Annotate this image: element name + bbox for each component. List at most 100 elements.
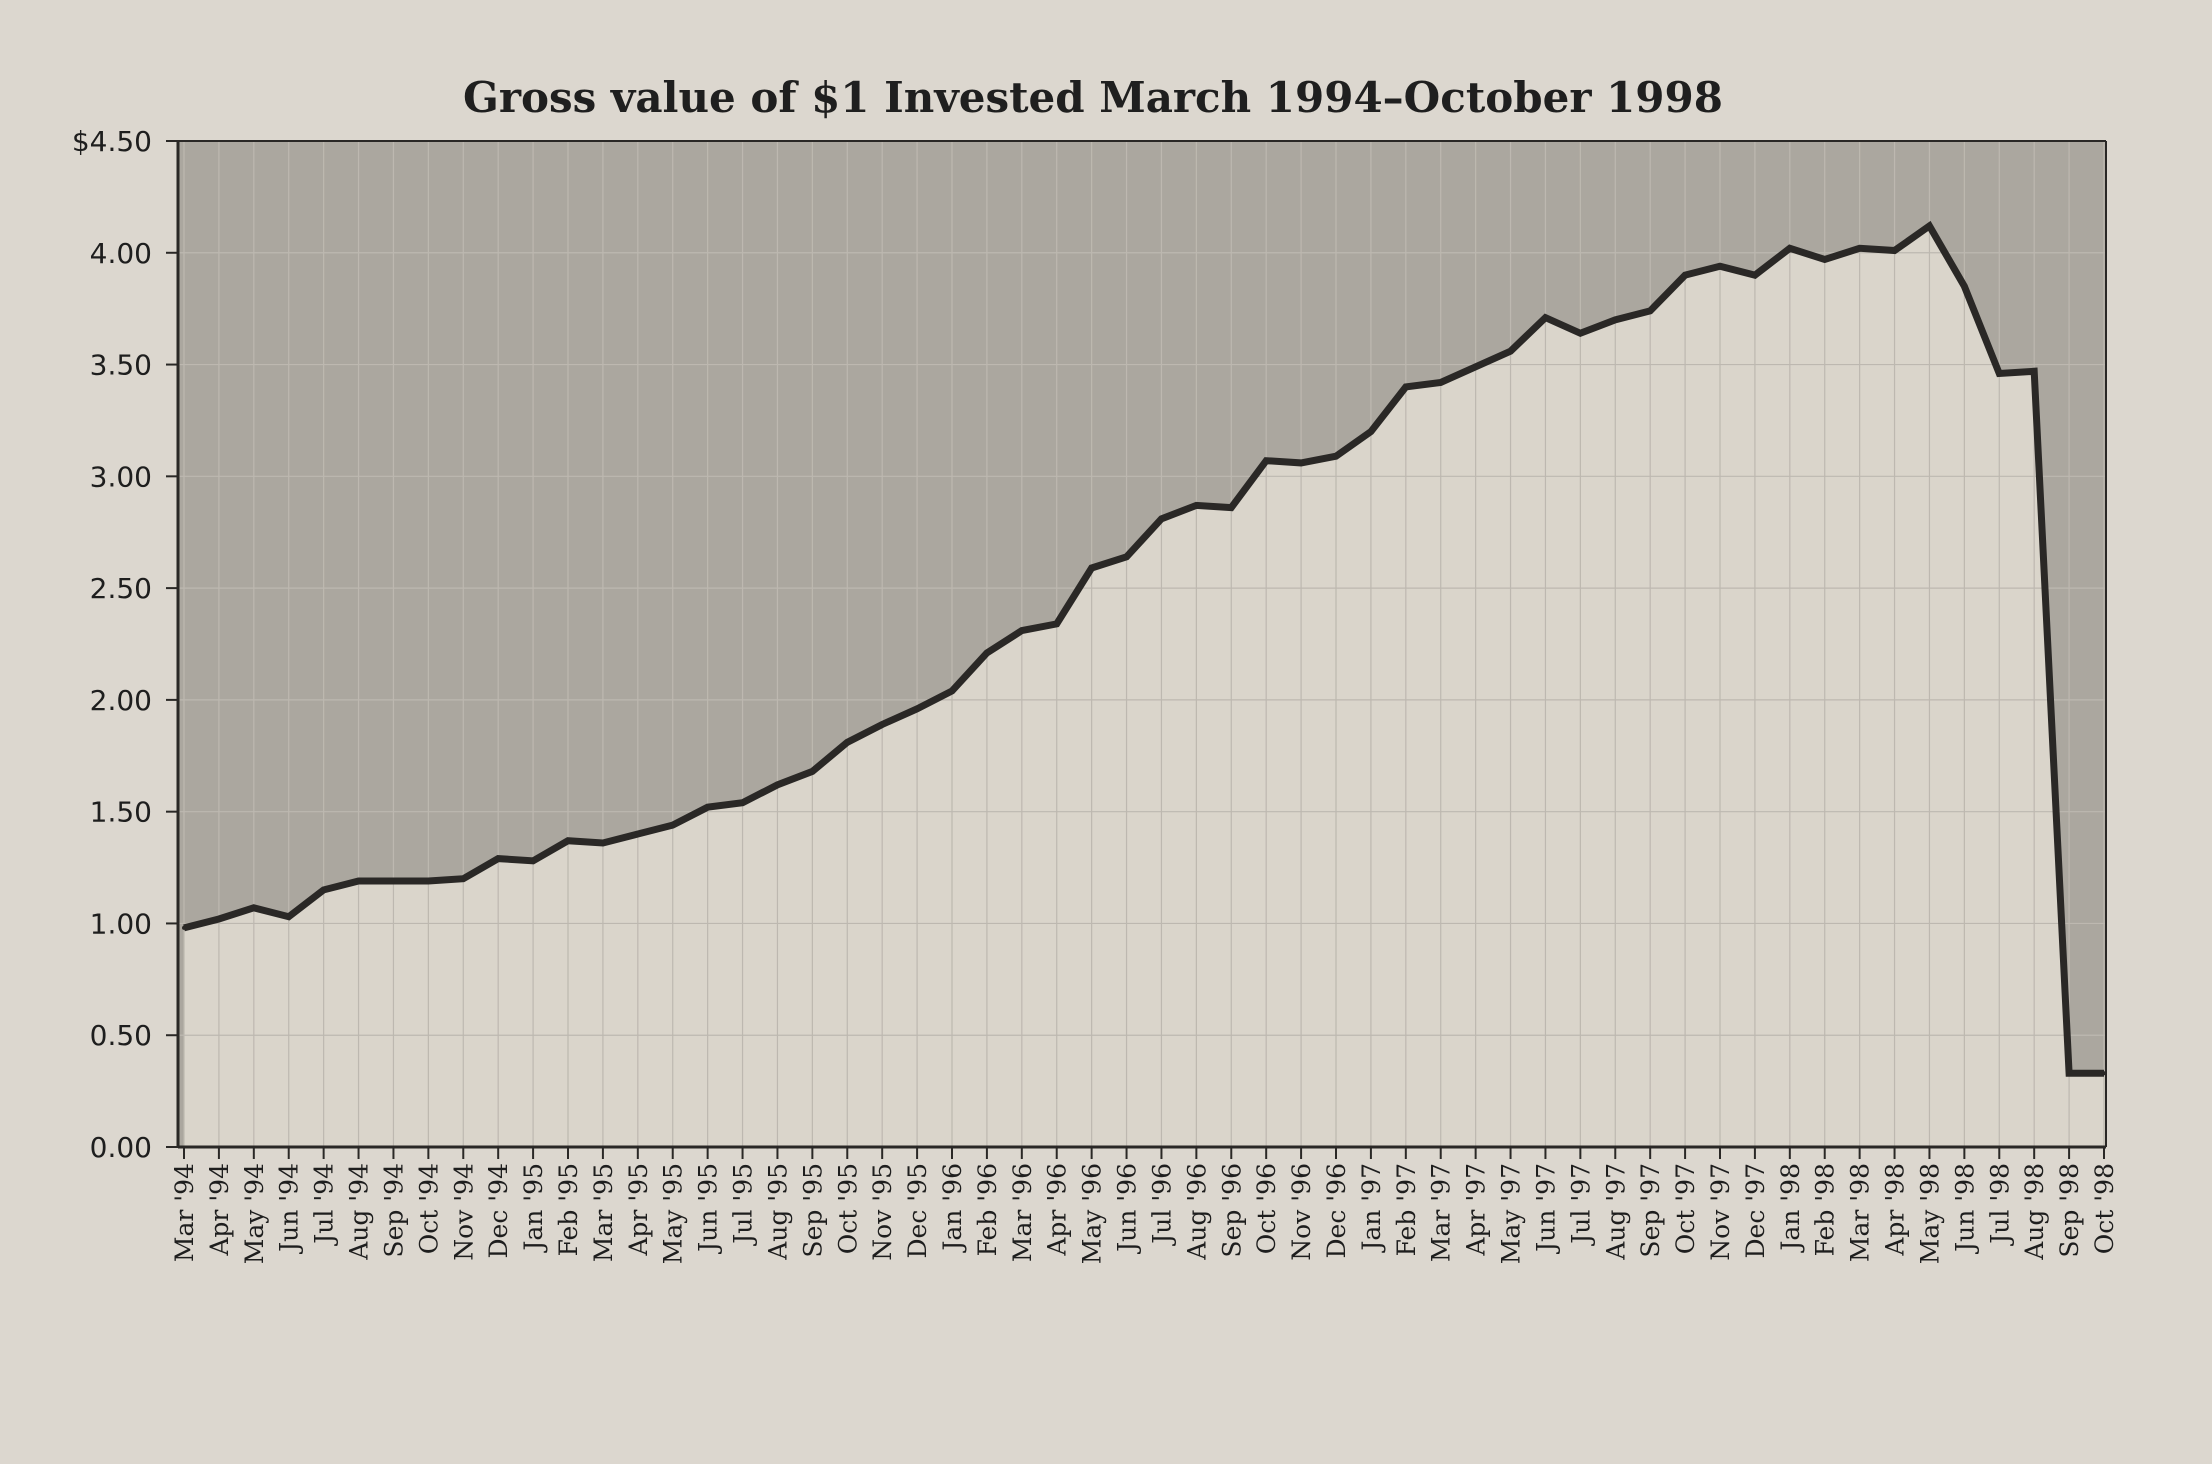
x-tick-label: Feb '98 [1811,1163,1840,1256]
data-point [216,916,221,921]
x-tick-label: Aug '97 [1601,1163,1630,1261]
y-tick-label: 0.50 [90,1019,152,1052]
x-tick-label: May '95 [659,1163,688,1264]
data-point [1159,516,1164,521]
data-point [984,650,989,655]
data-point [635,832,640,837]
data-point [2032,369,2037,374]
data-point [1368,429,1373,434]
data-point [566,838,570,843]
x-tick-label: Jun '95 [694,1163,723,1255]
data-point [1438,380,1443,385]
y-tick-label: 0.00 [90,1131,152,1164]
data-point [1578,331,1583,336]
x-tick-label: Feb '96 [973,1163,1002,1256]
x-tick-label: Dec '96 [1322,1163,1351,1258]
data-point [880,722,885,727]
data-point [182,925,186,930]
data-point [740,800,745,805]
data-point [810,769,815,774]
x-tick-label: Jan '97 [1357,1163,1386,1254]
y-tick-label: 3.50 [90,349,152,382]
x-tick-label: Sep '95 [798,1163,827,1258]
data-point [1752,273,1757,278]
x-tick-label: Apr '98 [1881,1163,1910,1257]
data-point [1229,505,1234,510]
data-point [251,905,256,910]
x-tick-label: Apr '95 [624,1163,653,1257]
x-tick-label: Apr '96 [1043,1163,1072,1257]
x-tick-label: Nov '95 [868,1163,897,1261]
y-tick-label: 4.00 [90,237,152,270]
data-point [1857,246,1862,251]
y-tick-label: 2.00 [90,684,152,717]
data-point [1334,454,1338,459]
data-point [845,740,850,745]
y-tick-label: 2.50 [90,572,152,605]
x-tick-label: Aug '94 [345,1163,374,1261]
data-point [356,878,361,883]
data-point [670,823,675,828]
data-point [1264,458,1269,463]
x-tick-label: Mar '98 [1846,1163,1875,1262]
data-point [1787,246,1792,251]
x-tick-label: Oct '97 [1671,1163,1700,1254]
data-point [1473,364,1478,369]
x-tick-label: May '96 [1078,1163,1107,1264]
data-point [1718,264,1722,269]
data-point [1403,384,1408,389]
x-tick-label: Aug '96 [1182,1163,1211,1261]
y-tick-label: $4.50 [72,125,152,158]
data-point [775,782,780,787]
data-point [496,856,501,861]
x-tick-label: Nov '97 [1706,1163,1735,1261]
x-tick-label: Jun '97 [1531,1163,1560,1255]
x-tick-label: Apr '94 [205,1163,234,1257]
data-point [1648,308,1653,313]
x-tick-label: Jan '96 [938,1163,967,1254]
data-point [1822,257,1827,262]
data-point [1299,460,1304,465]
x-tick-label: Jun '96 [1113,1163,1142,1255]
data-point [1927,223,1932,228]
x-tick-label: Oct '96 [1252,1163,1281,1254]
data-point [950,688,954,693]
series-line [183,220,2104,1077]
data-point [1054,621,1059,626]
data-point [915,706,920,711]
x-tick-label: Jul '94 [310,1163,339,1247]
area-below-line [184,225,2106,1147]
x-tick-label: Jan '95 [519,1163,548,1254]
data-point [1613,317,1618,322]
x-tick-label: Jun '98 [1950,1163,1979,1255]
x-tick-label: Aug '98 [2020,1163,2049,1261]
x-tick-label: Jul '96 [1147,1163,1176,1247]
x-tick-label: Jun '94 [275,1163,304,1255]
data-point [1019,628,1024,633]
x-tick-label: Apr '97 [1462,1163,1491,1257]
data-point [1997,371,2002,376]
data-point [321,887,326,892]
y-tick-label: 3.00 [90,460,152,493]
data-point [1892,248,1897,253]
data-point [391,878,396,883]
data-point [1543,315,1548,320]
x-tick-label: Mar '96 [1008,1163,1037,1262]
data-point [426,878,431,883]
x-tick-label: Sep '97 [1636,1163,1665,1258]
x-tick-label: Oct '98 [2090,1163,2119,1254]
x-tick-label: Aug '95 [763,1163,792,1261]
data-point [461,876,466,881]
x-tick-label: Oct '95 [833,1163,862,1254]
data-point [1508,349,1513,354]
data-point [2067,1071,2072,1076]
x-tick-label: Nov '96 [1287,1163,1316,1261]
x-tick-label: Feb '95 [554,1163,583,1256]
y-tick-label: 1.00 [90,907,152,940]
data-point [1124,554,1129,559]
x-tick-label: Jul '97 [1566,1163,1595,1247]
x-tick-label: Nov '94 [449,1163,478,1261]
x-tick-label: Mar '94 [170,1163,199,1262]
data-point [1962,284,1967,289]
